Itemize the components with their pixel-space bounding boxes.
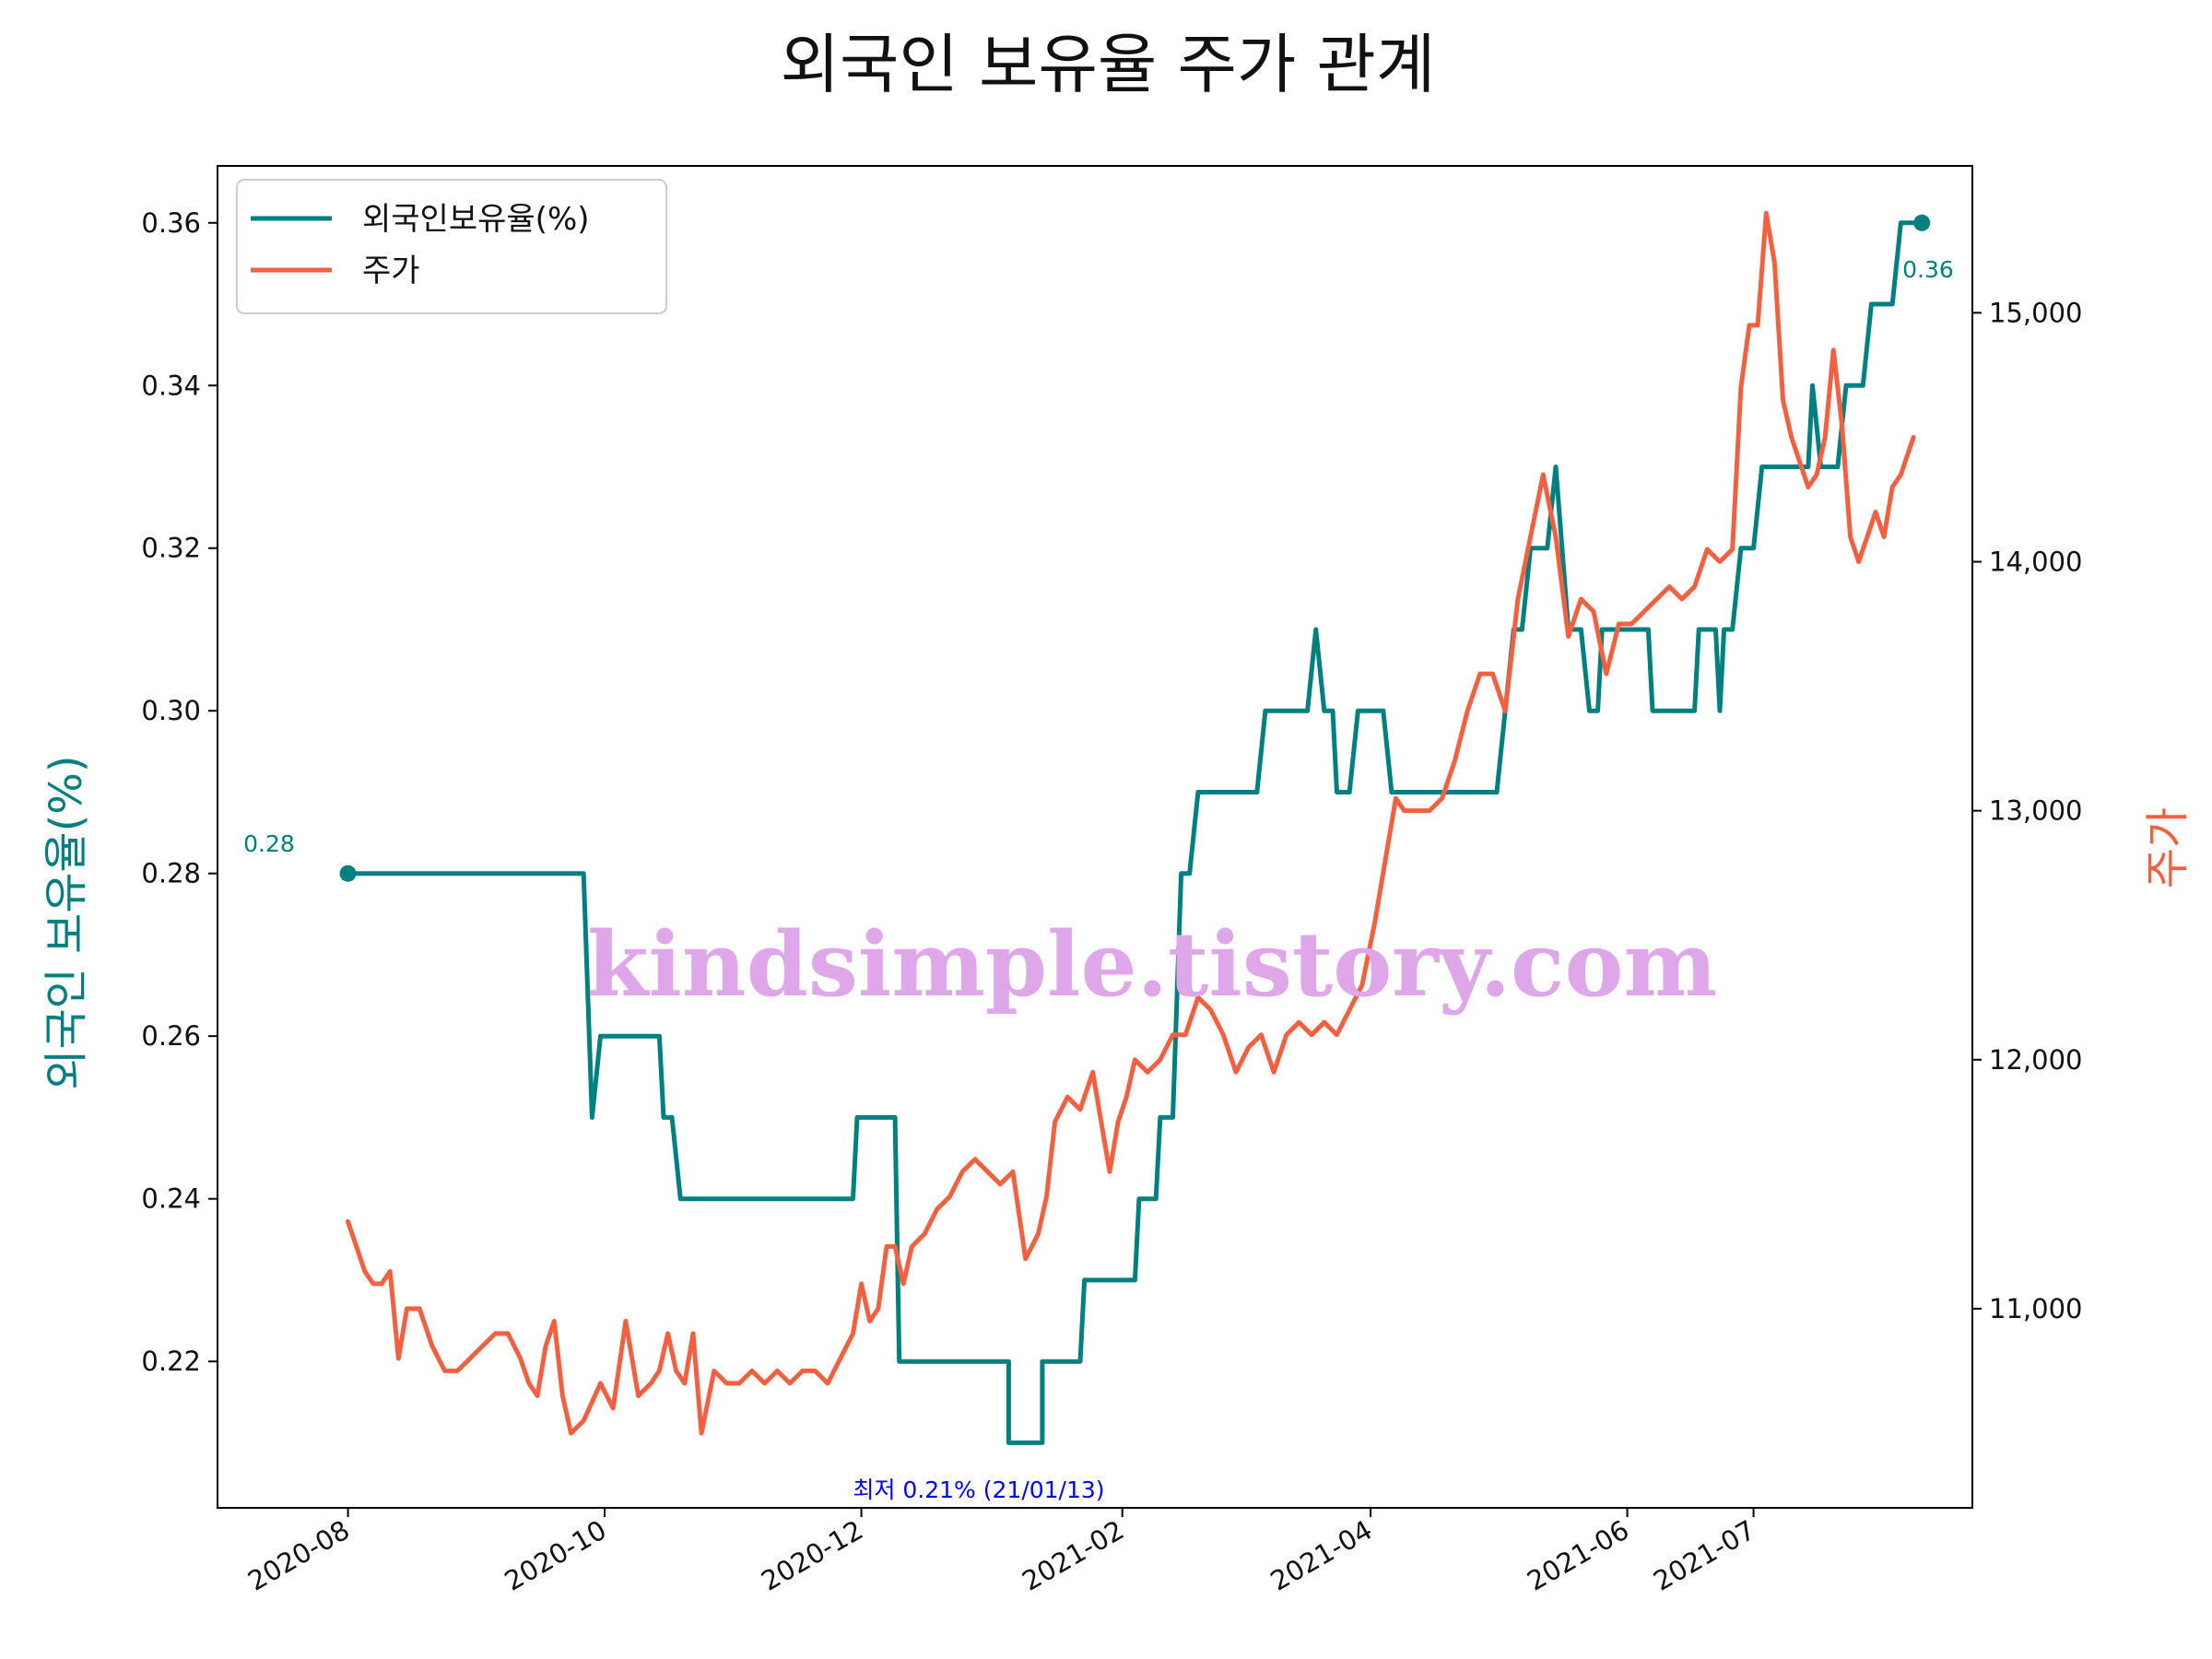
legend: 외국인보유율(%) 주가	[236, 179, 667, 314]
start-point-marker	[339, 865, 357, 882]
annotations: 0.28 0.36 최저 0.21% (21/01/13)	[243, 256, 1954, 1503]
left-y-axis-title: 외국인 보유율(%)	[41, 755, 92, 1089]
start-value-label: 0.28	[243, 830, 295, 857]
left-y-tick-label-5: 0.32	[141, 533, 201, 564]
end-point-marker	[1913, 214, 1931, 231]
right-y-tick-label-0: 11,000	[1989, 1293, 2082, 1324]
legend-box	[236, 179, 667, 314]
plot-area	[217, 165, 1973, 1509]
right-y-tick-label-2: 13,000	[1989, 795, 2082, 827]
right-y-tick-label-1: 12,000	[1989, 1044, 2082, 1076]
left-y-tick-label-0: 0.22	[141, 1346, 201, 1377]
x-tick-label-5: 2021-06	[1522, 1514, 1634, 1597]
price-series-line	[346, 210, 1916, 1436]
series-layer	[339, 210, 1931, 1445]
holding-series-line	[346, 220, 1924, 1445]
right-y-tick-label-3: 14,000	[1989, 547, 2082, 578]
left-y-tick-label-1: 0.24	[141, 1183, 201, 1215]
left-y-tick-label-7: 0.36	[141, 207, 201, 239]
x-axis: 2020-08 2020-10 2020-12 2021-02 2021-04 2021-…	[242, 1508, 1760, 1597]
minimum-value-label: 최저 0.21% (21/01/13)	[853, 1477, 1104, 1503]
left-y-tick-label-6: 0.34	[141, 370, 201, 401]
left-y-tick-label-2: 0.26	[141, 1020, 201, 1052]
right-y-axis-title: 주가	[2142, 807, 2194, 888]
chart-title: 외국인 보유율 주가 관계	[781, 27, 1436, 102]
x-tick-label-4: 2021-04	[1265, 1514, 1378, 1597]
left-y-tick-label-4: 0.30	[141, 695, 201, 726]
x-tick-label-2: 2020-12	[756, 1514, 868, 1597]
right-y-axis: 11,000 12,000 13,000 14,000 15,000	[1972, 297, 2082, 1324]
legend-label-price: 주가	[362, 253, 420, 289]
left-y-tick-label-3: 0.28	[141, 858, 201, 889]
left-y-axis: 0.22 0.24 0.26 0.28 0.30 0.32 0.34 0.36	[141, 207, 218, 1377]
x-tick-label-6: 2021-07	[1648, 1514, 1760, 1597]
end-value-label: 0.36	[1902, 256, 1954, 283]
watermark: kindsimple.tistory.com	[587, 912, 1717, 1017]
x-tick-label-3: 2021-02	[1017, 1514, 1129, 1597]
legend-label-holding: 외국인보유율(%)	[362, 201, 590, 238]
x-tick-label-0: 2020-08	[242, 1514, 355, 1597]
right-y-tick-label-4: 15,000	[1989, 297, 2082, 328]
x-tick-label-1: 2020-10	[500, 1514, 612, 1597]
